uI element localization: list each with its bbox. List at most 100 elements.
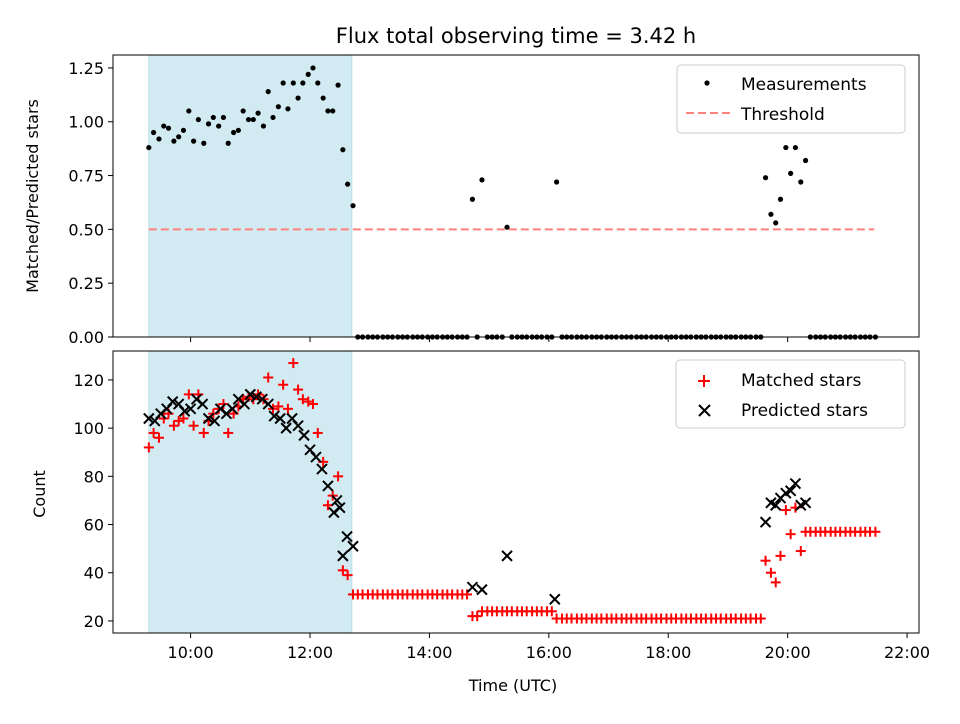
measurement-point bbox=[762, 175, 769, 181]
measurement-point bbox=[225, 140, 231, 146]
measurement-point bbox=[156, 136, 162, 142]
measurement-point bbox=[783, 144, 789, 151]
predicted-star-point bbox=[334, 501, 346, 514]
predicted-star-point bbox=[466, 581, 479, 593]
matched-star-point bbox=[143, 442, 154, 453]
measurement-point bbox=[165, 125, 172, 131]
matched-star-point bbox=[785, 529, 796, 540]
predicted-star-point bbox=[250, 391, 262, 403]
matched-star-point bbox=[755, 613, 766, 624]
predicted-star-point bbox=[268, 410, 280, 422]
y-tick-label: 100 bbox=[73, 419, 104, 438]
matched-star-point bbox=[775, 550, 786, 561]
legend-marker-predicted-stars bbox=[698, 404, 711, 417]
y-tick-label: 0.25 bbox=[68, 274, 104, 293]
matched-star-point bbox=[308, 399, 319, 410]
measurement-point bbox=[231, 129, 237, 136]
matched-star-point bbox=[472, 611, 483, 622]
matched-star-point bbox=[546, 606, 557, 617]
predicted-star-point bbox=[274, 412, 286, 425]
measurement-point bbox=[295, 95, 301, 101]
x-tick-label: 14:00 bbox=[406, 643, 452, 662]
predicted-star-point bbox=[262, 398, 274, 410]
predicted-star-point bbox=[310, 451, 322, 463]
measurement-point bbox=[275, 104, 281, 110]
measurement-point bbox=[195, 116, 201, 123]
matched-star-point bbox=[462, 589, 473, 600]
y-tick-label: 0.00 bbox=[68, 328, 104, 347]
matched-star-point bbox=[263, 372, 274, 383]
predicted-star-point bbox=[298, 429, 310, 442]
measurement-point bbox=[216, 123, 222, 129]
chart-title: Flux total observing time = 3.42 h bbox=[336, 24, 696, 48]
matched-star-point bbox=[168, 420, 179, 431]
measurement-point bbox=[180, 127, 187, 133]
legend-label-predicted-stars: Predicted stars bbox=[741, 401, 868, 421]
measurement-point bbox=[792, 144, 799, 151]
measurement-point bbox=[240, 108, 246, 114]
y-tick-label: 40 bbox=[84, 564, 104, 583]
predicted-star-point bbox=[337, 550, 349, 562]
x-tick-label: 16:00 bbox=[526, 643, 572, 662]
matched-star-point bbox=[765, 567, 776, 578]
top-y-axis: 0.00 0.25 0.50 0.75 1.00 1.25 bbox=[68, 59, 113, 347]
bottom-shaded-span bbox=[148, 350, 353, 634]
measurement-point bbox=[504, 224, 510, 230]
measurement-point bbox=[553, 179, 560, 185]
predicted-star-point bbox=[799, 497, 812, 509]
matched-star-point bbox=[148, 427, 159, 438]
y-tick-label: 0.50 bbox=[68, 220, 104, 239]
matched-star-point bbox=[223, 427, 234, 438]
bottom-plot-frame bbox=[112, 350, 920, 634]
measurement-point bbox=[479, 177, 485, 183]
predicted-star-point bbox=[184, 403, 197, 415]
predicted-star-point bbox=[166, 395, 179, 408]
top-legend: Measurements Threshold bbox=[676, 64, 906, 134]
measurement-point bbox=[201, 140, 207, 146]
matched-star-point bbox=[293, 384, 304, 395]
measurement-point bbox=[220, 114, 227, 121]
top-plot-frame bbox=[112, 54, 920, 338]
measurement-point bbox=[171, 138, 177, 144]
y-tick-label: 0.75 bbox=[68, 167, 104, 186]
matched-star-point bbox=[282, 403, 293, 414]
measurement-point bbox=[210, 114, 216, 121]
measurement-point bbox=[340, 147, 346, 153]
bottom-y-axis: 20 40 60 80 100 120 bbox=[73, 371, 113, 631]
measurement-point bbox=[150, 129, 157, 136]
predicted-star-point bbox=[208, 415, 221, 427]
bottom-y-axis-label: Count bbox=[30, 470, 49, 518]
y-tick-label: 120 bbox=[73, 371, 104, 390]
predicted-star-point bbox=[784, 485, 797, 497]
matched-star-point bbox=[297, 394, 308, 405]
measurement-point bbox=[310, 65, 316, 71]
y-tick-label: 80 bbox=[84, 467, 104, 486]
x-tick-label: 22:00 bbox=[884, 643, 930, 662]
measurement-point bbox=[146, 144, 152, 151]
measurement-point bbox=[798, 179, 804, 185]
measurement-point bbox=[335, 82, 341, 88]
matched-star-point bbox=[278, 379, 289, 390]
legend-marker-measurements bbox=[704, 80, 710, 86]
matched-star-point bbox=[760, 555, 771, 566]
x-tick-label: 10:00 bbox=[168, 643, 214, 662]
y-tick-label: 60 bbox=[84, 516, 104, 535]
measurement-point bbox=[161, 123, 167, 129]
matched-star-point bbox=[218, 399, 229, 410]
predicted-star-point bbox=[341, 530, 353, 543]
measurement-point bbox=[320, 95, 326, 101]
measurement-point bbox=[330, 108, 336, 114]
matched-star-point bbox=[337, 565, 348, 576]
measurement-point bbox=[802, 157, 809, 164]
measurement-point bbox=[260, 123, 267, 129]
bottom-x-axis-label: Time (UTC) bbox=[468, 676, 557, 695]
measurement-point bbox=[265, 88, 271, 95]
matched-star-point bbox=[342, 570, 353, 581]
matched-star-point bbox=[198, 427, 209, 438]
x-tick-label: 18:00 bbox=[645, 643, 691, 662]
measurement-point bbox=[773, 220, 779, 226]
predicted-star-point bbox=[770, 499, 782, 511]
measurement-point bbox=[345, 181, 351, 187]
measurement-point bbox=[235, 127, 241, 133]
